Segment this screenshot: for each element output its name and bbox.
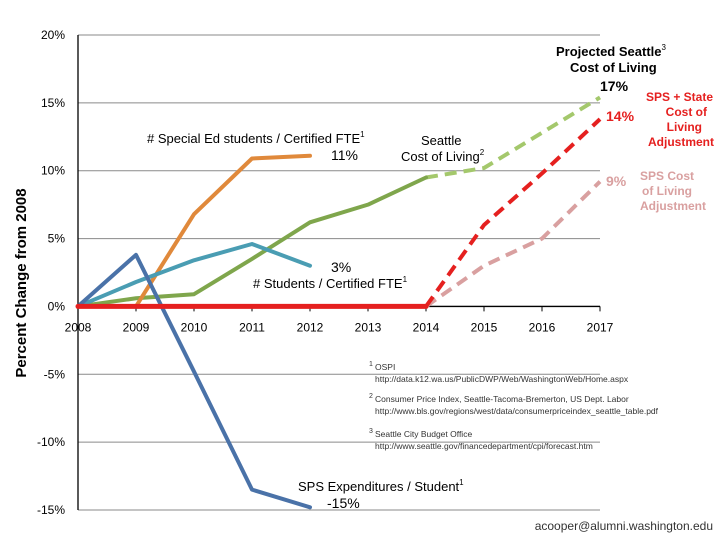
students-fte-label: # Students / Certified FTE1 <box>253 275 408 291</box>
footnote-2-number: 2 <box>369 393 373 400</box>
x-tick-label: 2016 <box>529 320 556 334</box>
sps-col-label-line2: of Living <box>642 184 692 198</box>
students-fte-footnote-ref: 1 <box>403 275 408 284</box>
sps-expenditures-end-label: -15% <box>327 495 360 511</box>
seattle-col-footnote-ref: 2 <box>480 148 485 157</box>
sps-col-label-line1: SPS Cost <box>640 169 694 183</box>
sps-state-col-label-line3: Living <box>667 120 702 134</box>
series-line-sps-col <box>424 180 602 309</box>
series-line-students-fte <box>76 242 312 309</box>
seattle-col-label-line1: Seattle <box>421 133 461 148</box>
sps-state-col-label: SPS + State Cost of Living Adjustment <box>646 90 714 149</box>
footnote-2-line1: Consumer Price Index, Seattle-Tacoma-Bre… <box>375 394 629 404</box>
y-axis-label: Percent Change from 2008 <box>13 188 30 377</box>
y-tick-label: 15% <box>41 96 65 110</box>
credit-text: acooper@alumni.washington.edu <box>535 519 713 533</box>
footnote-3-number: 3 <box>369 428 373 435</box>
y-tick-label: -10% <box>37 435 65 449</box>
footnote-3-line1: Seattle City Budget Office <box>375 429 472 439</box>
x-tick-label: 2008 <box>65 320 92 334</box>
sps-state-col-label-line2: Cost of <box>666 105 708 119</box>
seattle-col-label-line2: Cost of Living2 <box>401 148 485 164</box>
sps-col-label-line3: Adjustment <box>640 199 706 213</box>
footnote-1-line1: OSPI <box>375 362 395 372</box>
x-tick-label: 2014 <box>413 320 440 334</box>
seattle-col-label-text: Cost of Living <box>401 149 480 164</box>
projected-col-footnote-ref: 3 <box>662 43 667 52</box>
footnotes: 1 OSPI http://data.k12.wa.us/PublicDWP/W… <box>369 361 659 451</box>
x-tick-label: 2010 <box>181 320 208 334</box>
x-tick-label: 2011 <box>239 320 265 334</box>
series-line-sps-state-col <box>424 117 602 308</box>
y-tick-label: 5% <box>48 232 66 246</box>
series-line-projected-col <box>425 95 602 180</box>
projected-col-label-line1: Projected Seattle3 <box>556 43 667 59</box>
series-line-sps-expenditures <box>76 252 312 510</box>
x-tick-label: 2012 <box>297 320 324 334</box>
projected-col-end-label: 17% <box>600 78 629 94</box>
y-tick-label: 0% <box>48 299 66 313</box>
students-fte-end-label: 3% <box>331 259 351 275</box>
special-ed-label-text: # Special Ed students / Certified FTE <box>147 131 360 146</box>
x-tick-label: 2009 <box>123 320 150 334</box>
sps-expenditures-label: SPS Expenditures / Student1 <box>298 478 464 494</box>
y-tick-label: 10% <box>41 164 65 178</box>
series-lines <box>75 95 602 510</box>
y-tick-label: -5% <box>44 367 66 381</box>
x-tick-label: 2017 <box>587 320 614 334</box>
x-tick-label: 2013 <box>355 320 382 334</box>
sps-expenditures-footnote-ref: 1 <box>459 478 464 487</box>
sps-state-col-label-line1: SPS + State <box>646 90 713 104</box>
students-fte-label-text: # Students / Certified FTE <box>253 276 403 291</box>
sps-col-end-label: 9% <box>606 173 627 189</box>
footnote-3-line2: http://www.seattle.gov/financedepartment… <box>375 441 593 451</box>
sps-col-label: SPS Cost of Living Adjustment <box>640 169 706 213</box>
footnote-2-line2: http://www.bls.gov/regions/west/data/con… <box>375 406 659 416</box>
series-line-seattle-col <box>76 175 428 309</box>
projected-col-label-text: Projected Seattle <box>556 44 662 59</box>
special-ed-label: # Special Ed students / Certified FTE1 <box>147 130 365 146</box>
sps-state-col-label-line4: Adjustment <box>648 135 714 149</box>
special-ed-footnote-ref: 1 <box>360 130 365 139</box>
footnote-1-number: 1 <box>369 361 373 368</box>
y-tick-label: -15% <box>37 503 65 517</box>
y-tick-label: 20% <box>41 28 65 42</box>
sps-expenditures-label-text: SPS Expenditures / Student <box>298 479 460 494</box>
x-tick-label: 2015 <box>471 320 498 334</box>
footnote-1-line2: http://data.k12.wa.us/PublicDWP/Web/Wash… <box>375 374 629 384</box>
sps-state-col-end-label: 14% <box>606 108 635 124</box>
special-ed-end-label: 11% <box>331 147 358 163</box>
projected-col-label-line2: Cost of Living <box>570 60 657 75</box>
